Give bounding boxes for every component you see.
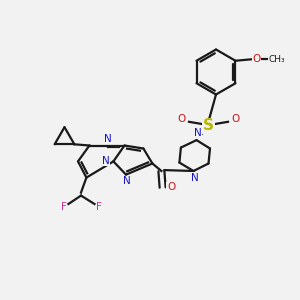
Text: N: N xyxy=(123,176,131,186)
Text: O: O xyxy=(231,114,239,124)
Text: O: O xyxy=(252,54,261,64)
Text: N: N xyxy=(102,155,110,166)
Text: S: S xyxy=(203,118,214,134)
Text: CH₃: CH₃ xyxy=(269,55,286,64)
Text: N: N xyxy=(190,172,198,183)
Text: F: F xyxy=(96,202,102,212)
Text: O: O xyxy=(167,182,175,193)
Text: F: F xyxy=(61,202,67,212)
Text: N: N xyxy=(194,128,201,139)
Text: O: O xyxy=(178,114,186,124)
Text: N: N xyxy=(104,134,112,144)
